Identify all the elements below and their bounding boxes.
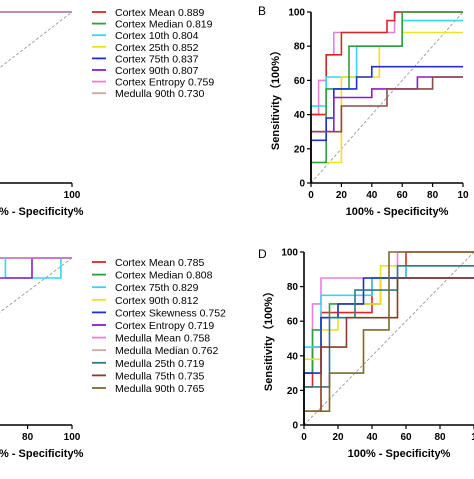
panel-b-x-tick-label: 80 — [427, 190, 439, 201]
panel-b-y-tick-label: 40 — [294, 110, 306, 121]
panel-b-y-tick-label: 80 — [294, 42, 306, 53]
panel-b-plot — [307, 11, 464, 187]
panel-d-x-tick-label: 40 — [366, 432, 378, 443]
panel-c-legend-entry: Medulla 90th 0.765 — [115, 383, 204, 395]
panel-a-legend-entry: Cortex Entropy 0.759 — [115, 77, 214, 89]
panel-d-y-axis-title: Sensitivity（100%） — [262, 286, 275, 391]
panel-d-x-tick-label: 20 — [332, 432, 344, 443]
panel-b-x-tick-label: 20 — [336, 190, 348, 201]
panel-b-x-tick-label: 10 — [457, 190, 469, 201]
panel-c-roc-curve-2 — [0, 257, 72, 279]
panel-d-plot — [300, 251, 474, 429]
panel-c-legend-entry: Medulla Median 0.762 — [115, 345, 218, 357]
panel-b-x-tick-label: 60 — [397, 190, 409, 201]
panel-d-x-tick-label: 60 — [400, 432, 412, 443]
panel-d-x-axis-title: 100% - Specificity% — [348, 448, 451, 460]
panel-b-reference-diagonal — [310, 11, 464, 184]
panel-a-legend-entry: Cortex 10th 0.804 — [115, 30, 199, 42]
panel-a-legend-entry: Cortex 25th 0.852 — [115, 42, 199, 54]
panel-d-x-tick-label: 80 — [434, 432, 446, 443]
panel-label-d: D — [258, 247, 267, 261]
panel-label-b: B — [258, 4, 266, 18]
panel-a-legend-entry: Medulla 90th 0.730 — [115, 88, 204, 100]
panel-d-y-tick-label: 20 — [287, 386, 299, 397]
panel-c-legend-entry: Cortex 75th 0.829 — [115, 282, 199, 294]
panel-c-plot — [0, 257, 106, 429]
panel-d-x-tick-label: 1 — [471, 432, 474, 443]
panel-c-legend-entry: Medulla 75th 0.735 — [115, 370, 204, 382]
panel-d-y-tick-label: 80 — [287, 282, 299, 293]
panel-d-x-tick-label: 0 — [301, 432, 307, 443]
panel-c-x-tick-label: 100 — [64, 432, 81, 443]
panel-c-legend-entry: Cortex 90th 0.812 — [115, 295, 199, 307]
panel-d-y-tick-label: 40 — [287, 351, 299, 362]
panel-b-y-tick-label: 60 — [294, 76, 306, 87]
panel-c-x-tick-label: 80 — [22, 432, 34, 443]
panel-c-legend-entry: Cortex Skewness 0.752 — [115, 307, 226, 319]
panel-c-legend-entry: Medulla Mean 0.758 — [115, 333, 210, 345]
panel-b-roc-curve-1 — [310, 11, 463, 183]
panel-b-roc-curve-5 — [310, 65, 463, 183]
panel-c-legend-entry: Medulla 25th 0.719 — [115, 358, 204, 370]
panel-b-x-tick-label: 40 — [366, 190, 378, 201]
panel-c-reference-diagonal — [0, 257, 73, 313]
panel-b-y-tick-label: 20 — [294, 144, 306, 155]
panel-c-legend-entry: Cortex Entropy 0.719 — [115, 320, 214, 332]
panel-d-y-tick-label: 60 — [287, 317, 299, 328]
panel-a-x-axis-title: 100% - Specificity% — [0, 206, 84, 218]
panel-a-x-tick-label: 100 — [64, 190, 81, 201]
panel-a-reference-diagonal — [0, 11, 73, 69]
panel-d-y-tick-label: 0 — [292, 421, 298, 432]
panel-b-x-tick-label: 0 — [308, 190, 314, 201]
panel-a-plot — [0, 11, 106, 187]
panel-c-legend-entry: Cortex Mean 0.785 — [115, 257, 204, 269]
panel-c-x-axis-title: 100% - Specificity% — [0, 448, 84, 460]
panel-a-legend-entry: Cortex 75th 0.837 — [115, 53, 199, 65]
panel-a-roc-curve-1 — [0, 11, 72, 13]
panel-d-reference-diagonal — [303, 251, 474, 426]
panel-a-legend-entry: Cortex Median 0.819 — [115, 19, 213, 31]
panel-d-y-tick-label: 100 — [281, 248, 298, 259]
panel-b-y-axis-title: Sensitivity（100%） — [269, 45, 282, 150]
panel-b-y-tick-label: 0 — [299, 179, 305, 190]
panel-d-roc-curve-3 — [303, 264, 474, 425]
panel-b-x-axis-title: 100% - Specificity% — [346, 206, 449, 218]
panel-b-roc-curve-7 — [310, 76, 463, 183]
panel-a-legend-entry: Cortex 90th 0.807 — [115, 65, 199, 77]
panel-c-legend-entry: Cortex Median 0.808 — [115, 270, 213, 282]
panel-d-roc-curve-8 — [303, 251, 474, 425]
panel-a-legend-entry: Cortex Mean 0.889 — [115, 7, 204, 19]
panel-b-y-tick-label: 100 — [288, 8, 305, 19]
